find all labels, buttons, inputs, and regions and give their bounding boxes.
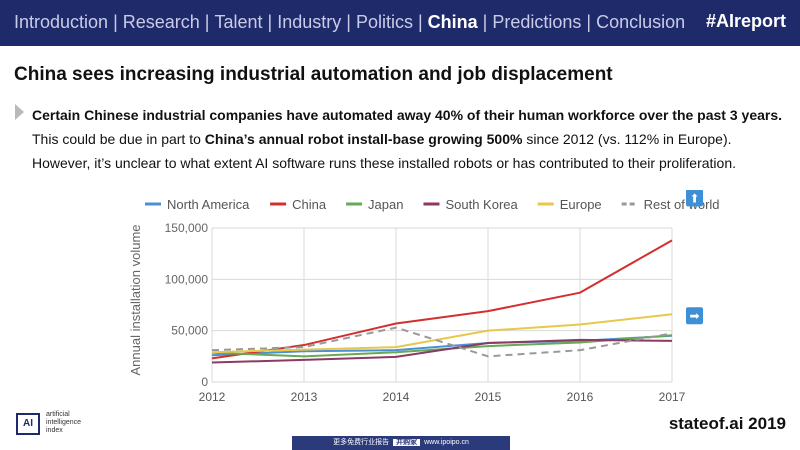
nav-item-introduction[interactable]: Introduction bbox=[14, 12, 109, 32]
nav-separator: | bbox=[267, 12, 273, 32]
paragraph-bold-highlight: China’s annual robot install-base growin… bbox=[204, 131, 523, 147]
nav-item-predictions[interactable]: Predictions bbox=[492, 12, 582, 32]
x-axis-ticks: 2012 2013 2014 2015 2016 2017 bbox=[199, 390, 686, 404]
nav-item-politics[interactable]: Politics bbox=[355, 12, 413, 32]
ai-index-logo-text: artificial intelligence index bbox=[46, 411, 106, 435]
hashtag: #AIreport bbox=[705, 11, 786, 31]
up-arrow-icon: ⬆ bbox=[686, 190, 703, 207]
ai-index-logo-icon: AI bbox=[16, 413, 40, 435]
legend-label: North America bbox=[167, 197, 250, 212]
nav-item-industry[interactable]: Industry bbox=[277, 12, 342, 32]
slide-title: China sees increasing industrial automat… bbox=[14, 64, 613, 85]
nav-separator: | bbox=[346, 12, 351, 32]
nav-separator: | bbox=[204, 12, 210, 32]
series-line-south-korea bbox=[211, 338, 673, 364]
y-axis-ticks: 0 50,000 100,000 150,000 bbox=[165, 221, 209, 389]
y-tick-label: 150,000 bbox=[165, 221, 209, 235]
nav-item-research[interactable]: Research bbox=[122, 12, 200, 32]
y-axis-label: Annual installation volume bbox=[128, 224, 143, 375]
nav-separator: | bbox=[417, 12, 423, 32]
chart-annotations: ⬆➡ bbox=[686, 190, 703, 325]
paragraph-text: This could be due in part to bbox=[32, 131, 205, 147]
brand-footer: stateof.ai 2019 bbox=[668, 414, 786, 433]
top-nav-bar: Introduction | Research | Talent | Industry | Po… bbox=[0, 0, 800, 46]
logo-line: intelligence bbox=[46, 419, 82, 426]
y-tick-label: 100,000 bbox=[165, 272, 209, 286]
nav-item-conclusion[interactable]: Conclusion bbox=[596, 12, 686, 32]
nav-separator: | bbox=[586, 12, 592, 32]
logo-line: index bbox=[46, 427, 63, 434]
legend-label: Japan bbox=[368, 197, 403, 212]
series-line-rest-of-world bbox=[211, 326, 673, 358]
svg-text:➡: ➡ bbox=[689, 309, 699, 323]
nav-item-china[interactable]: China bbox=[427, 12, 478, 32]
watermark-right: www.ipoipo.cn bbox=[424, 439, 469, 446]
bullet-arrow-icon bbox=[15, 104, 24, 120]
legend-label: South Korea bbox=[445, 197, 518, 212]
svg-text:⬆: ⬆ bbox=[689, 191, 699, 205]
x-tick-label: 2015 bbox=[475, 390, 502, 404]
legend-label: Rest of world bbox=[644, 197, 720, 212]
legend-label: Europe bbox=[560, 197, 602, 212]
series-line-europe bbox=[211, 313, 673, 354]
paragraph-text-rest: since 2012 (vs. 112% in Europe). However… bbox=[32, 131, 737, 171]
nav-separator: | bbox=[113, 12, 118, 32]
x-tick-label: 2012 bbox=[199, 390, 226, 404]
chart-grid bbox=[211, 227, 673, 383]
paragraph-bold-lead: Certain Chinese industrial companies hav… bbox=[32, 107, 783, 123]
watermark-left: 更多免费行业报告 bbox=[333, 439, 390, 446]
logo-line: artificial bbox=[46, 411, 70, 418]
x-tick-label: 2017 bbox=[659, 390, 686, 404]
nav-item-talent[interactable]: Talent bbox=[214, 12, 263, 32]
watermark-logo: 并购家 bbox=[393, 439, 421, 446]
x-tick-label: 2016 bbox=[567, 390, 594, 404]
legend-label: China bbox=[292, 197, 327, 212]
y-tick-label: 50,000 bbox=[171, 324, 208, 338]
chart-series bbox=[211, 239, 673, 364]
chart-legend: North America China Japan South Korea Europe… bbox=[145, 197, 720, 212]
nav-separator: | bbox=[482, 12, 488, 32]
section-nav: Introduction | Research | Talent | Industry | Po… bbox=[14, 12, 685, 33]
right-arrow-icon: ➡ bbox=[686, 307, 703, 325]
robot-installation-line-chart: North America China Japan South Korea Europe… bbox=[128, 190, 720, 404]
y-tick-label: 0 bbox=[201, 375, 208, 389]
watermark-banner: 更多免费行业报告 并购家 www.ipoipo.cn bbox=[292, 436, 510, 450]
x-tick-label: 2014 bbox=[383, 390, 410, 404]
x-tick-label: 2013 bbox=[291, 390, 318, 404]
slide-paragraph: Certain Chinese industrial companies hav… bbox=[32, 103, 792, 175]
